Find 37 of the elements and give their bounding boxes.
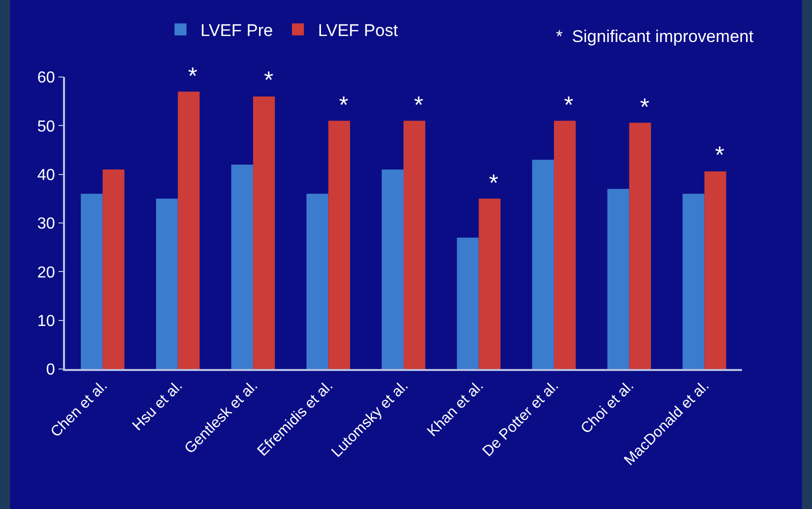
bar — [629, 122, 651, 369]
bar — [404, 120, 426, 369]
y-tick-label: 10 — [37, 312, 56, 330]
y-tick-label: 60 — [37, 70, 56, 87]
y-tick-label: 0 — [46, 362, 56, 379]
text: * Significant improvement — [556, 27, 754, 46]
annotation: * — [188, 63, 198, 90]
bar — [382, 169, 404, 369]
y-tick-label: 40 — [37, 166, 56, 184]
bar — [456, 238, 479, 369]
annotation: * — [715, 142, 724, 169]
bar — [704, 171, 726, 369]
annotation: * — [564, 92, 574, 119]
annotation: * — [640, 94, 650, 121]
bar — [231, 164, 254, 369]
bar — [682, 194, 704, 369]
x-tick-label: Hsu et al. — [129, 377, 186, 434]
bar — [253, 96, 275, 369]
y-tick-label: 50 — [37, 118, 56, 136]
bar — [306, 194, 328, 369]
bar — [178, 92, 200, 369]
annotation: * — [489, 170, 498, 197]
y-tick-label: 20 — [37, 264, 56, 282]
bar — [156, 198, 178, 369]
bar — [607, 188, 630, 369]
bar — [80, 194, 103, 369]
annotation: * — [264, 67, 274, 94]
bar — [554, 120, 576, 369]
annotation: * — [339, 92, 348, 119]
bar — [532, 160, 554, 369]
legend-label: LVEF Post — [318, 20, 398, 40]
bar — [102, 169, 124, 369]
y-tick-label: 30 — [37, 216, 56, 233]
bar — [478, 198, 501, 369]
legend-label: LVEF Pre — [200, 20, 273, 40]
bar — [328, 120, 350, 369]
annotation: * — [414, 92, 424, 119]
